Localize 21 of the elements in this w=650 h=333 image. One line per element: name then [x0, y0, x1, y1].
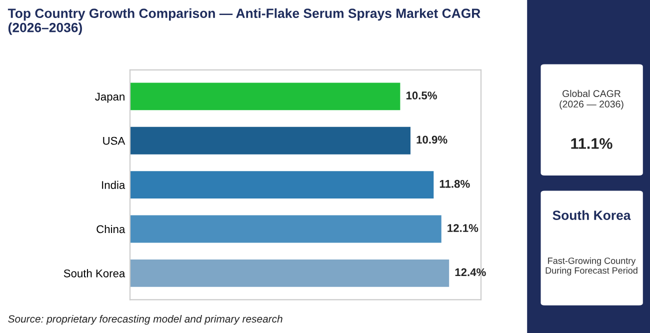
source-note: Source: proprietary forecasting model and primary research: [8, 314, 282, 325]
y-tick-label: India: [102, 180, 126, 189]
chart-title: Top Country Growth Comparison — Anti-Flake Serum Sprays Market CAGR (2026–2036): [8, 8, 480, 35]
y-tick-label: Japan: [95, 92, 124, 103]
data-label: 10.9%: [416, 136, 448, 144]
bar: [130, 259, 450, 287]
data-label: 11.8%: [440, 180, 470, 188]
text: 11.1%: [571, 138, 612, 149]
bar: [130, 171, 434, 199]
y-tick-label: USA: [103, 136, 126, 145]
bar: [130, 82, 400, 110]
data-label: 12.1%: [448, 224, 478, 232]
text: South Korea: [552, 210, 631, 220]
text: Fast-Growing Country During Forecast Period: [546, 257, 638, 276]
y-tick-label: South Korea: [64, 269, 126, 278]
text: Global CAGR (2026 — 2036): [560, 90, 624, 110]
bar: [130, 215, 442, 243]
y-tick-label: China: [96, 224, 126, 234]
data-label: 12.4%: [455, 268, 486, 276]
bar: [130, 126, 410, 154]
data-label: 10.5%: [406, 92, 437, 100]
